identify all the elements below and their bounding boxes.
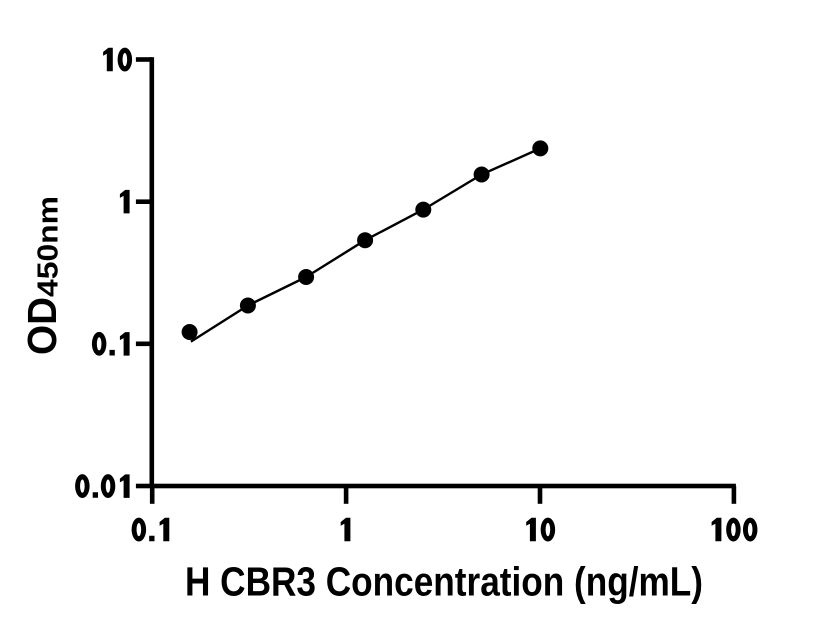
svg-text:OD450nm: OD450nm bbox=[19, 196, 65, 355]
svg-text:H CBR3 Concentration (ng/mL): H CBR3 Concentration (ng/mL) bbox=[185, 559, 703, 605]
